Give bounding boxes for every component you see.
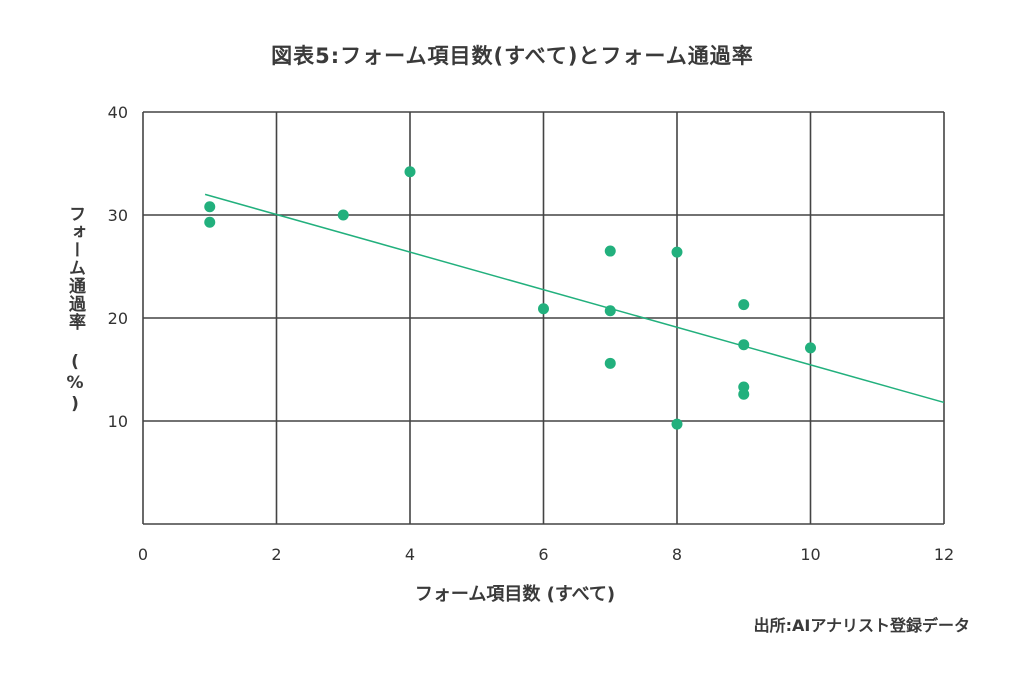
x-tick-label: 2 <box>271 545 281 564</box>
data-point <box>738 299 750 311</box>
data-point <box>805 342 816 354</box>
data-point <box>538 303 549 315</box>
data-point <box>671 246 683 258</box>
y-axis-label: フォーム通過率 (%) <box>65 205 85 415</box>
data-points <box>204 166 816 430</box>
y-tick-label: 20 <box>108 309 128 328</box>
x-tick-label: 4 <box>405 545 415 564</box>
regression-line <box>204 193 945 404</box>
data-point <box>738 339 750 351</box>
source-note: 出所:AIアナリスト登録データ <box>753 616 970 635</box>
x-tick-label: 12 <box>934 545 954 564</box>
data-point <box>604 245 616 257</box>
x-axis-label: フォーム項目数 (すべて) <box>414 584 616 605</box>
data-point <box>404 166 416 178</box>
data-point <box>337 209 349 221</box>
data-point <box>604 305 616 317</box>
data-point <box>671 418 683 430</box>
data-point <box>738 388 750 400</box>
data-point <box>604 357 616 369</box>
x-tick-label: 10 <box>800 545 820 564</box>
x-tick-label: 8 <box>672 545 682 564</box>
chart-title: 図表5:フォーム項目数(すべて)とフォーム通過率 <box>271 44 754 68</box>
y-tick-label: 40 <box>108 103 128 122</box>
data-point <box>204 216 216 228</box>
x-tick-label: 6 <box>538 545 548 564</box>
x-tick-label: 0 <box>138 545 148 564</box>
trend-line <box>204 193 945 404</box>
y-tick-label: 10 <box>108 412 128 431</box>
grid-lines <box>142 111 945 525</box>
data-point <box>204 201 216 213</box>
y-tick-label: 30 <box>108 206 128 225</box>
axis-ticks: 0 2 4 6 8 10 12 10 20 30 40 <box>108 103 955 564</box>
